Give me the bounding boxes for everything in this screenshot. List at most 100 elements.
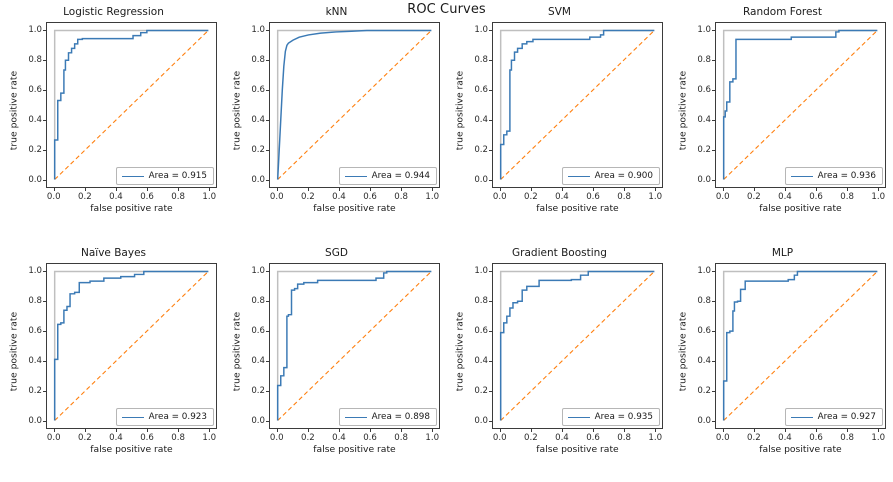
subplot-title: Logistic Regression <box>63 6 164 18</box>
y-tick-label: 0.4 <box>474 115 488 126</box>
y-tick-mark <box>43 120 46 122</box>
legend[interactable]: Area = 0.900 <box>561 167 660 185</box>
x-tick-mark <box>655 188 657 191</box>
y-tick-mark <box>266 180 269 182</box>
x-tick-mark <box>624 429 626 432</box>
x-tick-label: 0.4 <box>555 192 569 202</box>
x-tick-mark <box>722 188 724 191</box>
legend[interactable]: Area = 0.944 <box>338 167 437 185</box>
y-tick-label: 0.2 <box>474 145 488 156</box>
x-tick-label: 0.6 <box>586 433 600 443</box>
chance-diagonal-line <box>54 30 209 180</box>
y-tick-mark <box>43 300 46 302</box>
legend-label-area: Area = 0.936 <box>817 171 876 181</box>
legend[interactable]: Area = 0.923 <box>115 408 214 426</box>
x-tick-mark <box>624 188 626 191</box>
y-tick-label: 1.0 <box>251 265 265 276</box>
x-tick-label: 0.0 <box>46 433 61 443</box>
x-tick-label: 0.4 <box>332 433 346 443</box>
y-tick-label: 1.0 <box>474 24 488 35</box>
y-tick-mark <box>712 300 715 302</box>
x-tick-label: 0.4 <box>332 192 346 202</box>
subplot-title: Random Forest <box>742 6 823 18</box>
x-tick-label: 0.2 <box>524 433 538 443</box>
chance-diagonal-line <box>277 271 432 421</box>
y-tick-label: 0.6 <box>697 84 711 95</box>
x-tick-mark <box>115 188 117 191</box>
x-tick-mark <box>178 188 180 191</box>
x-tick-label: 1.0 <box>648 433 663 443</box>
y-tick-label: 0.8 <box>28 54 42 65</box>
y-tick-mark <box>266 270 269 272</box>
x-tick-label: 1.0 <box>202 192 217 202</box>
subplot-na-ve-bayes: Naïve Bayes 0.0 0.2 0.4 0.6 0.8 1.0 0.0 0.2 0.4 0.… <box>2 241 225 482</box>
x-tick-mark <box>84 429 86 432</box>
legend-line-swatch <box>567 175 590 177</box>
x-tick-label: 1.0 <box>202 433 217 443</box>
y-tick-label: 0.0 <box>697 416 711 427</box>
x-tick-mark <box>178 429 180 432</box>
x-tick-mark <box>401 188 403 191</box>
x-tick-label: 0.6 <box>140 433 154 443</box>
curves-svg <box>276 29 432 180</box>
y-tick-label: 0.6 <box>251 325 265 336</box>
subplot-title: kNN <box>325 6 348 18</box>
y-tick-label: 0.6 <box>251 84 265 95</box>
legend[interactable]: Area = 0.915 <box>115 167 214 185</box>
x-tick-mark <box>147 188 149 191</box>
x-tick-mark <box>878 429 880 432</box>
x-tick-mark <box>338 429 340 432</box>
roc-curve-line <box>276 29 432 180</box>
y-tick-label: 0.4 <box>251 115 265 126</box>
curves-svg <box>499 270 655 421</box>
x-axis-label: false positive rate <box>90 444 173 455</box>
subplot-title: SGD <box>325 247 348 259</box>
legend[interactable]: Area = 0.898 <box>338 408 437 426</box>
y-tick-label: 0.8 <box>251 54 265 65</box>
y-tick-mark <box>712 150 715 152</box>
x-tick-label: 0.2 <box>747 192 761 202</box>
legend[interactable]: Area = 0.935 <box>561 408 660 426</box>
roc-curve-line <box>722 29 878 180</box>
curves-svg <box>722 270 878 421</box>
legend[interactable]: Area = 0.936 <box>784 167 883 185</box>
y-tick-label: 0.0 <box>28 416 42 427</box>
y-tick-label: 0.0 <box>697 175 711 186</box>
y-tick-mark <box>43 59 46 61</box>
x-tick-mark <box>432 429 434 432</box>
legend[interactable]: Area = 0.927 <box>784 408 883 426</box>
x-tick-mark <box>499 429 501 432</box>
y-tick-label: 0.6 <box>474 325 488 336</box>
roc-curve-line <box>722 270 878 421</box>
x-tick-label: 0.8 <box>394 192 408 202</box>
y-axis-label: true positive rate <box>454 311 466 392</box>
y-tick-mark <box>43 421 46 423</box>
subplot-svm: SVM 0.0 0.2 0.4 0.6 0.8 1.0 0.0 0.2 0.4 0.6 0.8 1.0 f… <box>448 0 671 241</box>
y-tick-mark <box>489 59 492 61</box>
y-tick-label: 0.6 <box>697 325 711 336</box>
perfect-classifier-line <box>276 270 432 421</box>
subplot-title: MLP <box>771 247 794 259</box>
x-axis-ticks: 0.0 0.2 0.4 0.6 0.8 1.0 <box>715 188 886 204</box>
y-tick-mark <box>43 330 46 332</box>
curves-svg <box>499 29 655 180</box>
y-tick-mark <box>266 120 269 122</box>
x-tick-label: 0.2 <box>524 192 538 202</box>
y-tick-mark <box>266 421 269 423</box>
y-tick-label: 0.2 <box>251 386 265 397</box>
x-axis-label: false positive rate <box>759 203 842 214</box>
x-tick-label: 0.6 <box>363 192 377 202</box>
x-tick-label: 0.8 <box>840 192 854 202</box>
y-tick-label: 0.2 <box>251 145 265 156</box>
y-tick-mark <box>489 180 492 182</box>
y-tick-label: 0.6 <box>474 84 488 95</box>
x-tick-label: 0.6 <box>809 192 823 202</box>
y-tick-label: 0.2 <box>28 145 42 156</box>
y-tick-mark <box>489 421 492 423</box>
plot-area: Area = 0.935 <box>492 263 663 429</box>
x-tick-mark <box>530 188 532 191</box>
x-tick-label: 0.0 <box>715 192 730 202</box>
x-tick-mark <box>338 188 340 191</box>
y-axis-label: true positive rate <box>677 70 689 151</box>
legend-line-swatch <box>121 175 144 177</box>
